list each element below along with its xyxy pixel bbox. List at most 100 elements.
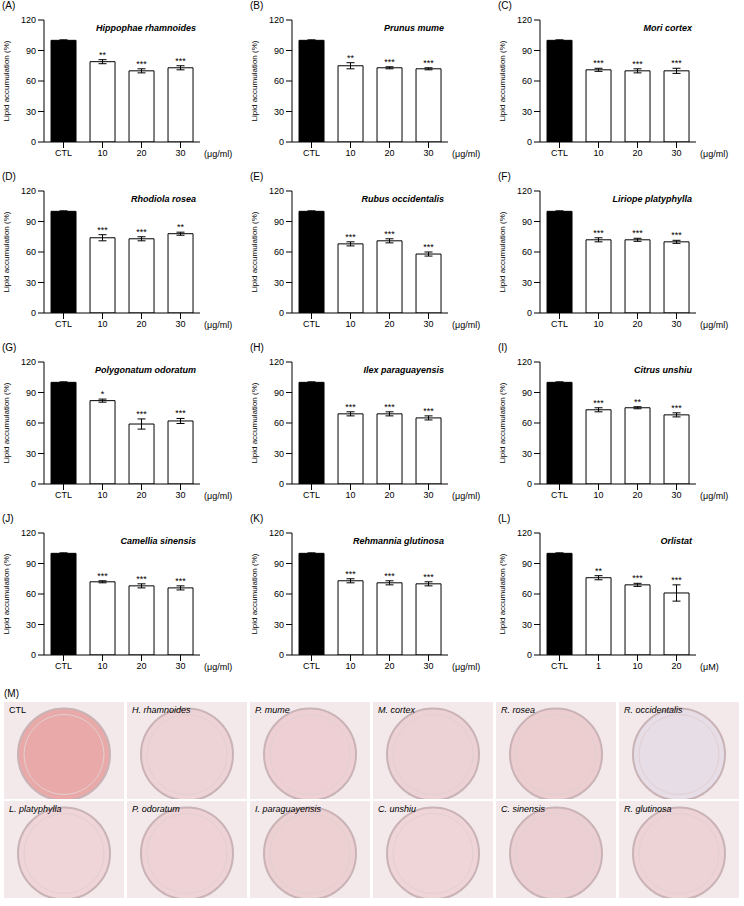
svg-text:90: 90 <box>274 388 284 398</box>
svg-text:(μg/ml): (μg/ml) <box>700 491 728 501</box>
svg-text:CTL: CTL <box>303 148 320 158</box>
svg-text:0: 0 <box>527 650 532 660</box>
svg-text:0: 0 <box>527 308 532 318</box>
svg-text:**: ** <box>634 397 642 407</box>
svg-text:***: *** <box>423 242 434 252</box>
svg-text:120: 120 <box>269 15 284 25</box>
svg-text:30: 30 <box>522 278 532 288</box>
svg-text:60: 60 <box>274 418 284 428</box>
svg-text:***: *** <box>632 59 643 69</box>
svg-text:20: 20 <box>632 148 642 158</box>
svg-text:30: 30 <box>274 449 284 459</box>
svg-text:90: 90 <box>522 46 532 56</box>
svg-text:(μM): (μM) <box>700 662 719 672</box>
svg-text:CTL: CTL <box>55 319 72 329</box>
svg-text:CTL: CTL <box>303 319 320 329</box>
svg-text:10: 10 <box>345 148 355 158</box>
svg-text:10: 10 <box>345 319 355 329</box>
svg-text:30: 30 <box>26 107 36 117</box>
svg-text:0: 0 <box>279 479 284 489</box>
svg-text:***: *** <box>423 58 434 68</box>
svg-text:(μg/ml): (μg/ml) <box>204 662 232 672</box>
svg-text:***: *** <box>97 225 108 235</box>
svg-text:**: ** <box>99 50 107 60</box>
svg-text:Lipid accumulation (%): Lipid accumulation (%) <box>498 211 507 292</box>
svg-text:0: 0 <box>527 479 532 489</box>
svg-text:*: * <box>101 389 105 399</box>
svg-text:(μg/ml): (μg/ml) <box>452 491 480 501</box>
svg-text:60: 60 <box>26 247 36 257</box>
svg-text:60: 60 <box>26 418 36 428</box>
svg-text:(μg/ml): (μg/ml) <box>452 662 480 672</box>
svg-text:90: 90 <box>274 217 284 227</box>
svg-text:Lipid accumulation (%): Lipid accumulation (%) <box>498 553 507 634</box>
svg-text:0: 0 <box>31 308 36 318</box>
svg-text:CTL: CTL <box>55 661 72 671</box>
svg-text:30: 30 <box>175 661 185 671</box>
svg-text:(μg/ml): (μg/ml) <box>204 491 232 501</box>
svg-text:120: 120 <box>517 15 532 25</box>
svg-text:90: 90 <box>26 217 36 227</box>
svg-text:CTL: CTL <box>303 661 320 671</box>
svg-text:30: 30 <box>423 490 433 500</box>
svg-text:30: 30 <box>175 148 185 158</box>
svg-text:***: *** <box>671 403 682 413</box>
svg-text:***: *** <box>136 409 147 419</box>
svg-text:(μg/ml): (μg/ml) <box>452 149 480 159</box>
svg-text:0: 0 <box>279 137 284 147</box>
svg-text:10: 10 <box>97 490 107 500</box>
svg-text:90: 90 <box>26 388 36 398</box>
svg-text:30: 30 <box>274 107 284 117</box>
svg-text:0: 0 <box>31 479 36 489</box>
svg-text:30: 30 <box>671 490 681 500</box>
svg-text:(μg/ml): (μg/ml) <box>452 320 480 330</box>
svg-text:Lipid accumulation (%): Lipid accumulation (%) <box>2 553 11 634</box>
svg-text:***: *** <box>423 406 434 416</box>
svg-text:***: *** <box>175 56 186 66</box>
svg-text:***: *** <box>136 574 147 584</box>
svg-text:30: 30 <box>26 449 36 459</box>
svg-text:0: 0 <box>31 650 36 660</box>
svg-text:**: ** <box>347 53 355 63</box>
svg-text:20: 20 <box>384 319 394 329</box>
svg-text:***: *** <box>175 576 186 586</box>
svg-text:30: 30 <box>423 319 433 329</box>
svg-text:***: *** <box>632 228 643 238</box>
svg-text:20: 20 <box>136 661 146 671</box>
svg-text:90: 90 <box>274 559 284 569</box>
svg-text:120: 120 <box>21 186 36 196</box>
svg-text:***: *** <box>671 230 682 240</box>
svg-text:0: 0 <box>279 308 284 318</box>
svg-text:Lipid accumulation (%): Lipid accumulation (%) <box>250 211 259 292</box>
svg-text:CTL: CTL <box>55 148 72 158</box>
svg-text:10: 10 <box>97 148 107 158</box>
svg-text:CTL: CTL <box>303 490 320 500</box>
svg-text:***: *** <box>345 232 356 242</box>
svg-text:***: *** <box>136 227 147 237</box>
svg-text:60: 60 <box>522 247 532 257</box>
svg-text:***: *** <box>97 571 108 581</box>
svg-text:CTL: CTL <box>55 490 72 500</box>
svg-text:***: *** <box>345 569 356 579</box>
svg-text:60: 60 <box>26 76 36 86</box>
svg-text:30: 30 <box>522 620 532 630</box>
svg-text:Lipid accumulation (%): Lipid accumulation (%) <box>250 553 259 634</box>
svg-text:10: 10 <box>593 148 603 158</box>
svg-text:CTL: CTL <box>551 319 568 329</box>
svg-text:Lipid accumulation (%): Lipid accumulation (%) <box>2 211 11 292</box>
svg-text:***: *** <box>384 229 395 239</box>
svg-text:120: 120 <box>517 528 532 538</box>
svg-text:60: 60 <box>522 76 532 86</box>
svg-text:20: 20 <box>384 490 394 500</box>
svg-text:***: *** <box>384 57 395 67</box>
svg-text:30: 30 <box>522 449 532 459</box>
svg-text:60: 60 <box>522 418 532 428</box>
svg-text:30: 30 <box>423 148 433 158</box>
svg-text:90: 90 <box>26 559 36 569</box>
svg-text:(μg/ml): (μg/ml) <box>204 149 232 159</box>
svg-text:10: 10 <box>345 490 355 500</box>
svg-text:20: 20 <box>384 661 394 671</box>
svg-text:120: 120 <box>269 528 284 538</box>
svg-text:120: 120 <box>269 186 284 196</box>
svg-text:60: 60 <box>26 589 36 599</box>
